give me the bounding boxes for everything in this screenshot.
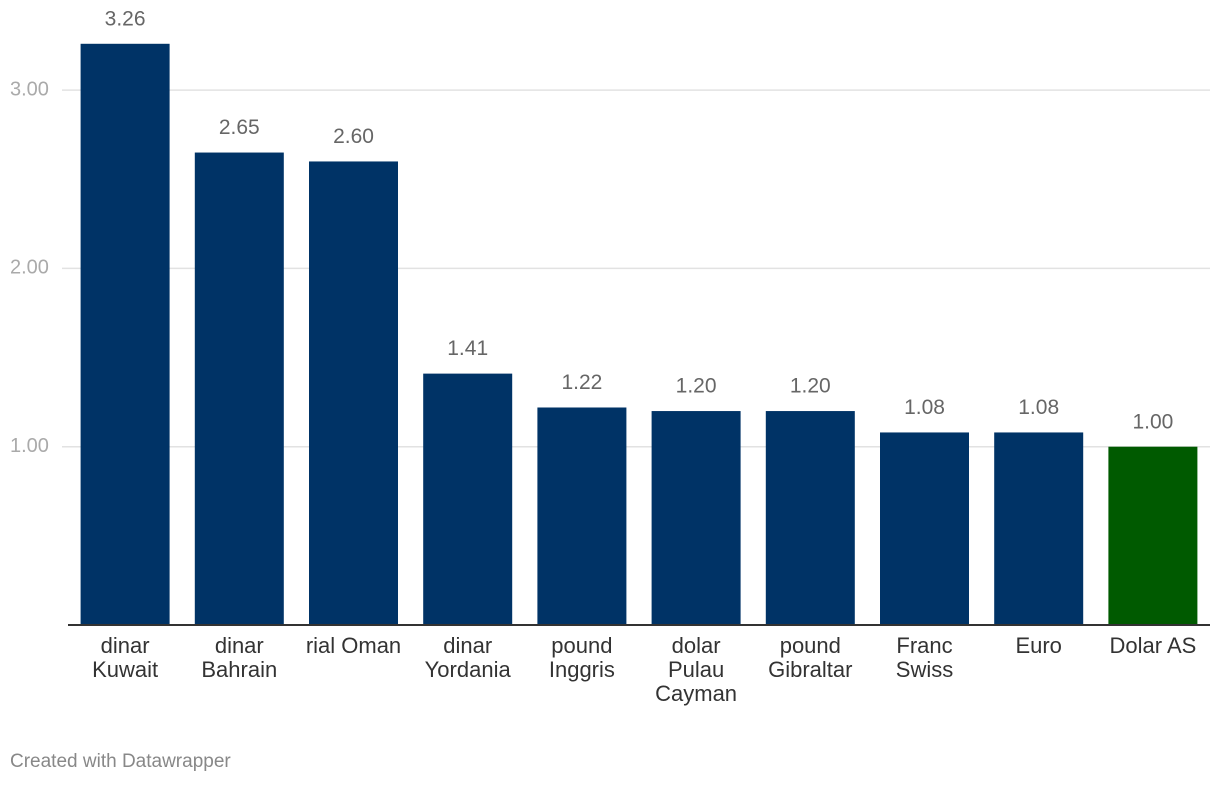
value-label: 1.00	[1132, 410, 1173, 433]
bar	[880, 432, 969, 625]
bar	[994, 432, 1084, 625]
x-tick-label: rial Oman	[305, 633, 402, 658]
value-label: 1.41	[447, 337, 488, 360]
x-tick-label: Dolar AS	[1109, 633, 1197, 658]
bar	[309, 161, 398, 625]
value-label: 3.26	[105, 7, 146, 30]
x-tick-label: Franc Swiss	[895, 633, 954, 682]
x-tick-label: pound Gibraltar	[768, 633, 853, 682]
value-label: 2.65	[219, 116, 260, 139]
y-tick-label: 1.00	[10, 435, 49, 457]
bar	[194, 152, 284, 626]
value-label: 1.22	[561, 371, 602, 394]
value-label: 1.08	[1018, 396, 1059, 419]
value-label: 1.20	[790, 375, 831, 398]
x-tick-label: dinar Bahrain	[201, 633, 278, 682]
value-label: 2.60	[333, 125, 374, 148]
bar	[651, 411, 741, 625]
x-tick-label: pound Inggris	[548, 633, 615, 682]
x-tick-label: dinar Kuwait	[92, 633, 159, 682]
bar	[423, 373, 513, 625]
y-tick-label: 2.00	[10, 257, 49, 279]
value-label: 1.08	[904, 396, 945, 419]
x-tick-label: dinar Yordania	[424, 633, 511, 682]
x-tick-label: Euro	[1015, 633, 1062, 658]
y-tick-label: 3.00	[10, 78, 49, 100]
bar	[537, 407, 627, 625]
value-label: 1.20	[676, 375, 717, 398]
bar	[80, 43, 170, 625]
bar	[1108, 446, 1198, 625]
bar	[765, 411, 855, 625]
x-tick-label: dolar Pulau Cayman	[655, 633, 738, 706]
footer-note: Created with Datawrapper	[10, 751, 231, 772]
